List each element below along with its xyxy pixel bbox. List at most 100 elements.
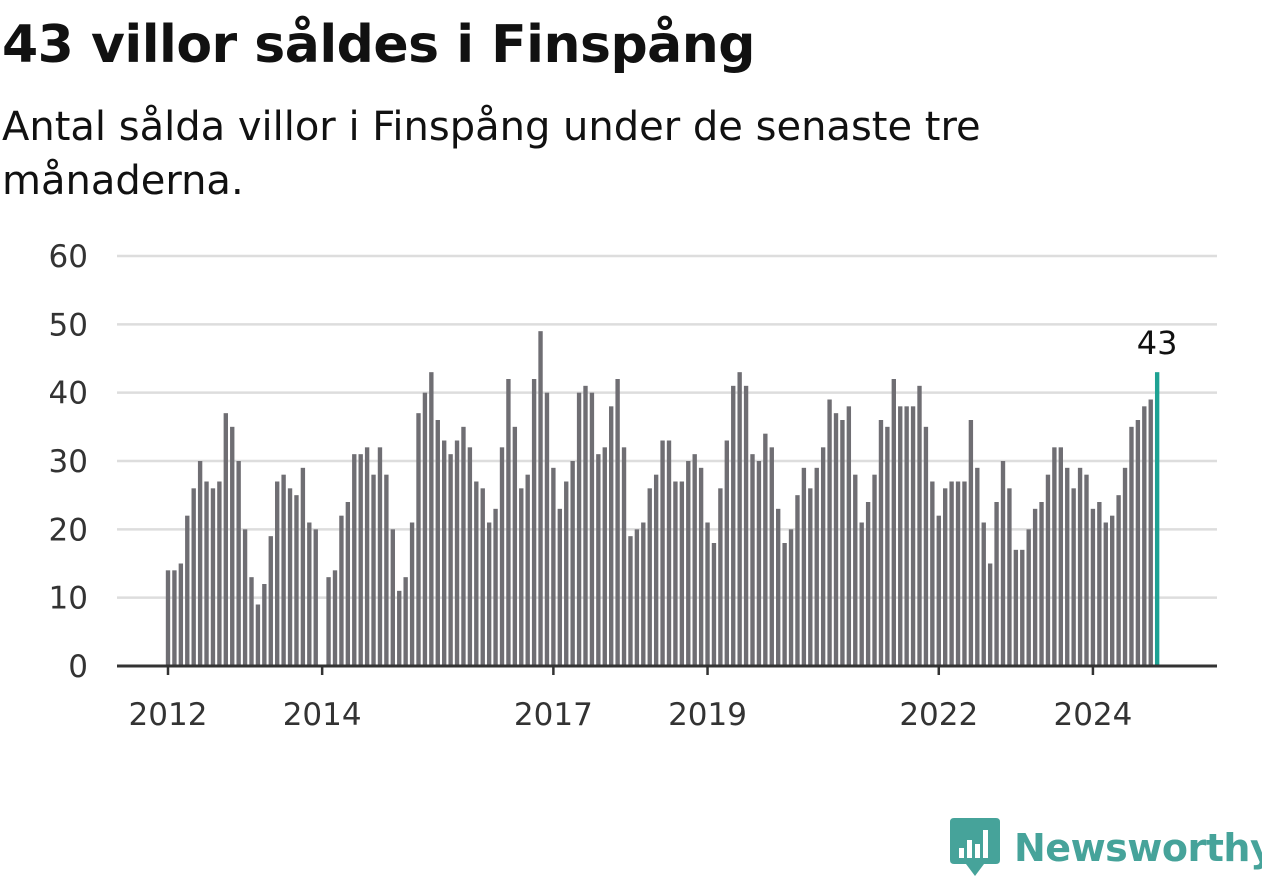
bar [210,488,216,666]
bar [808,488,813,666]
bar [833,413,839,666]
bar [827,399,832,666]
bar [403,577,408,666]
highlight-value-label: 43 [1137,324,1178,362]
bar [275,481,280,666]
bar [390,529,395,666]
bar [878,420,884,666]
bar [172,570,177,666]
bar [885,426,890,666]
chart-title: 43 villor såldes i Finspång [2,15,756,75]
bar [692,454,697,666]
x-tick-label: 2022 [899,697,978,733]
bar [756,461,762,666]
bar [352,454,357,666]
bar [859,522,864,666]
x-tick-label: 2014 [283,697,362,733]
bar [673,481,678,666]
bar [519,488,524,666]
bar [1135,420,1141,666]
bar [1026,529,1031,666]
bar [891,379,896,666]
bar [397,590,402,666]
bar [1077,467,1083,666]
bar [801,467,807,666]
bar [1013,549,1019,666]
bar [268,536,273,666]
bar [820,447,826,666]
bar [737,372,742,666]
bar [679,481,685,666]
bar [364,447,370,666]
bar [1110,515,1115,666]
bar [743,385,749,666]
y-tick-label: 20 [49,512,88,548]
bar [1097,502,1102,666]
bar [865,502,871,666]
bar [1065,467,1070,666]
bar [474,481,479,666]
bar [853,474,858,666]
bar [686,461,691,666]
bar [589,392,595,666]
bar [923,426,929,666]
bar [442,440,447,666]
bar [384,474,389,666]
bar [994,502,999,666]
bar [987,563,993,666]
bar [493,508,498,666]
bar [499,447,505,666]
bar [326,577,331,666]
bar [339,515,344,666]
bar [1103,522,1108,666]
bar [898,406,903,666]
bar [666,440,672,666]
bar [955,481,961,666]
bar [480,488,485,666]
bar [223,413,228,666]
bar [564,481,569,666]
x-tick-label: 2019 [668,697,747,733]
bar [409,522,415,666]
bar [435,420,440,666]
bar [1142,406,1147,666]
bar [300,467,306,666]
bar [936,515,941,666]
bar [583,385,588,666]
bar [557,508,562,666]
bar [904,406,909,666]
bar [358,454,363,666]
bar [506,379,511,666]
bar [185,515,190,666]
bar-chart: 0 10 20 30 40 50 60 2012 2014 2017 2019 2022 2024 4… [49,239,1217,733]
bar [750,454,755,666]
bar [782,543,787,666]
bar [949,481,954,666]
bar [981,522,986,666]
bar [840,420,845,666]
bar [724,440,729,666]
bar [570,461,575,666]
bar [1045,474,1051,666]
bars [165,331,1160,666]
bar [795,495,800,666]
y-axis-tick-labels: 0 10 20 30 40 50 60 [49,239,88,685]
bar [242,529,248,666]
bar [230,426,235,666]
y-tick-label: 50 [49,307,88,343]
bar [544,392,550,666]
bar [968,420,974,666]
bar [872,474,877,666]
newsworthy-logo-icon [950,818,1000,876]
bar [255,604,261,666]
bar [307,522,312,666]
bar [1122,467,1128,666]
bar [641,522,646,666]
bar [262,584,267,666]
bar [634,529,640,666]
bar [621,447,627,666]
bar [1090,508,1096,666]
bar [769,447,774,666]
bar [454,440,460,666]
y-tick-label: 0 [68,649,88,685]
